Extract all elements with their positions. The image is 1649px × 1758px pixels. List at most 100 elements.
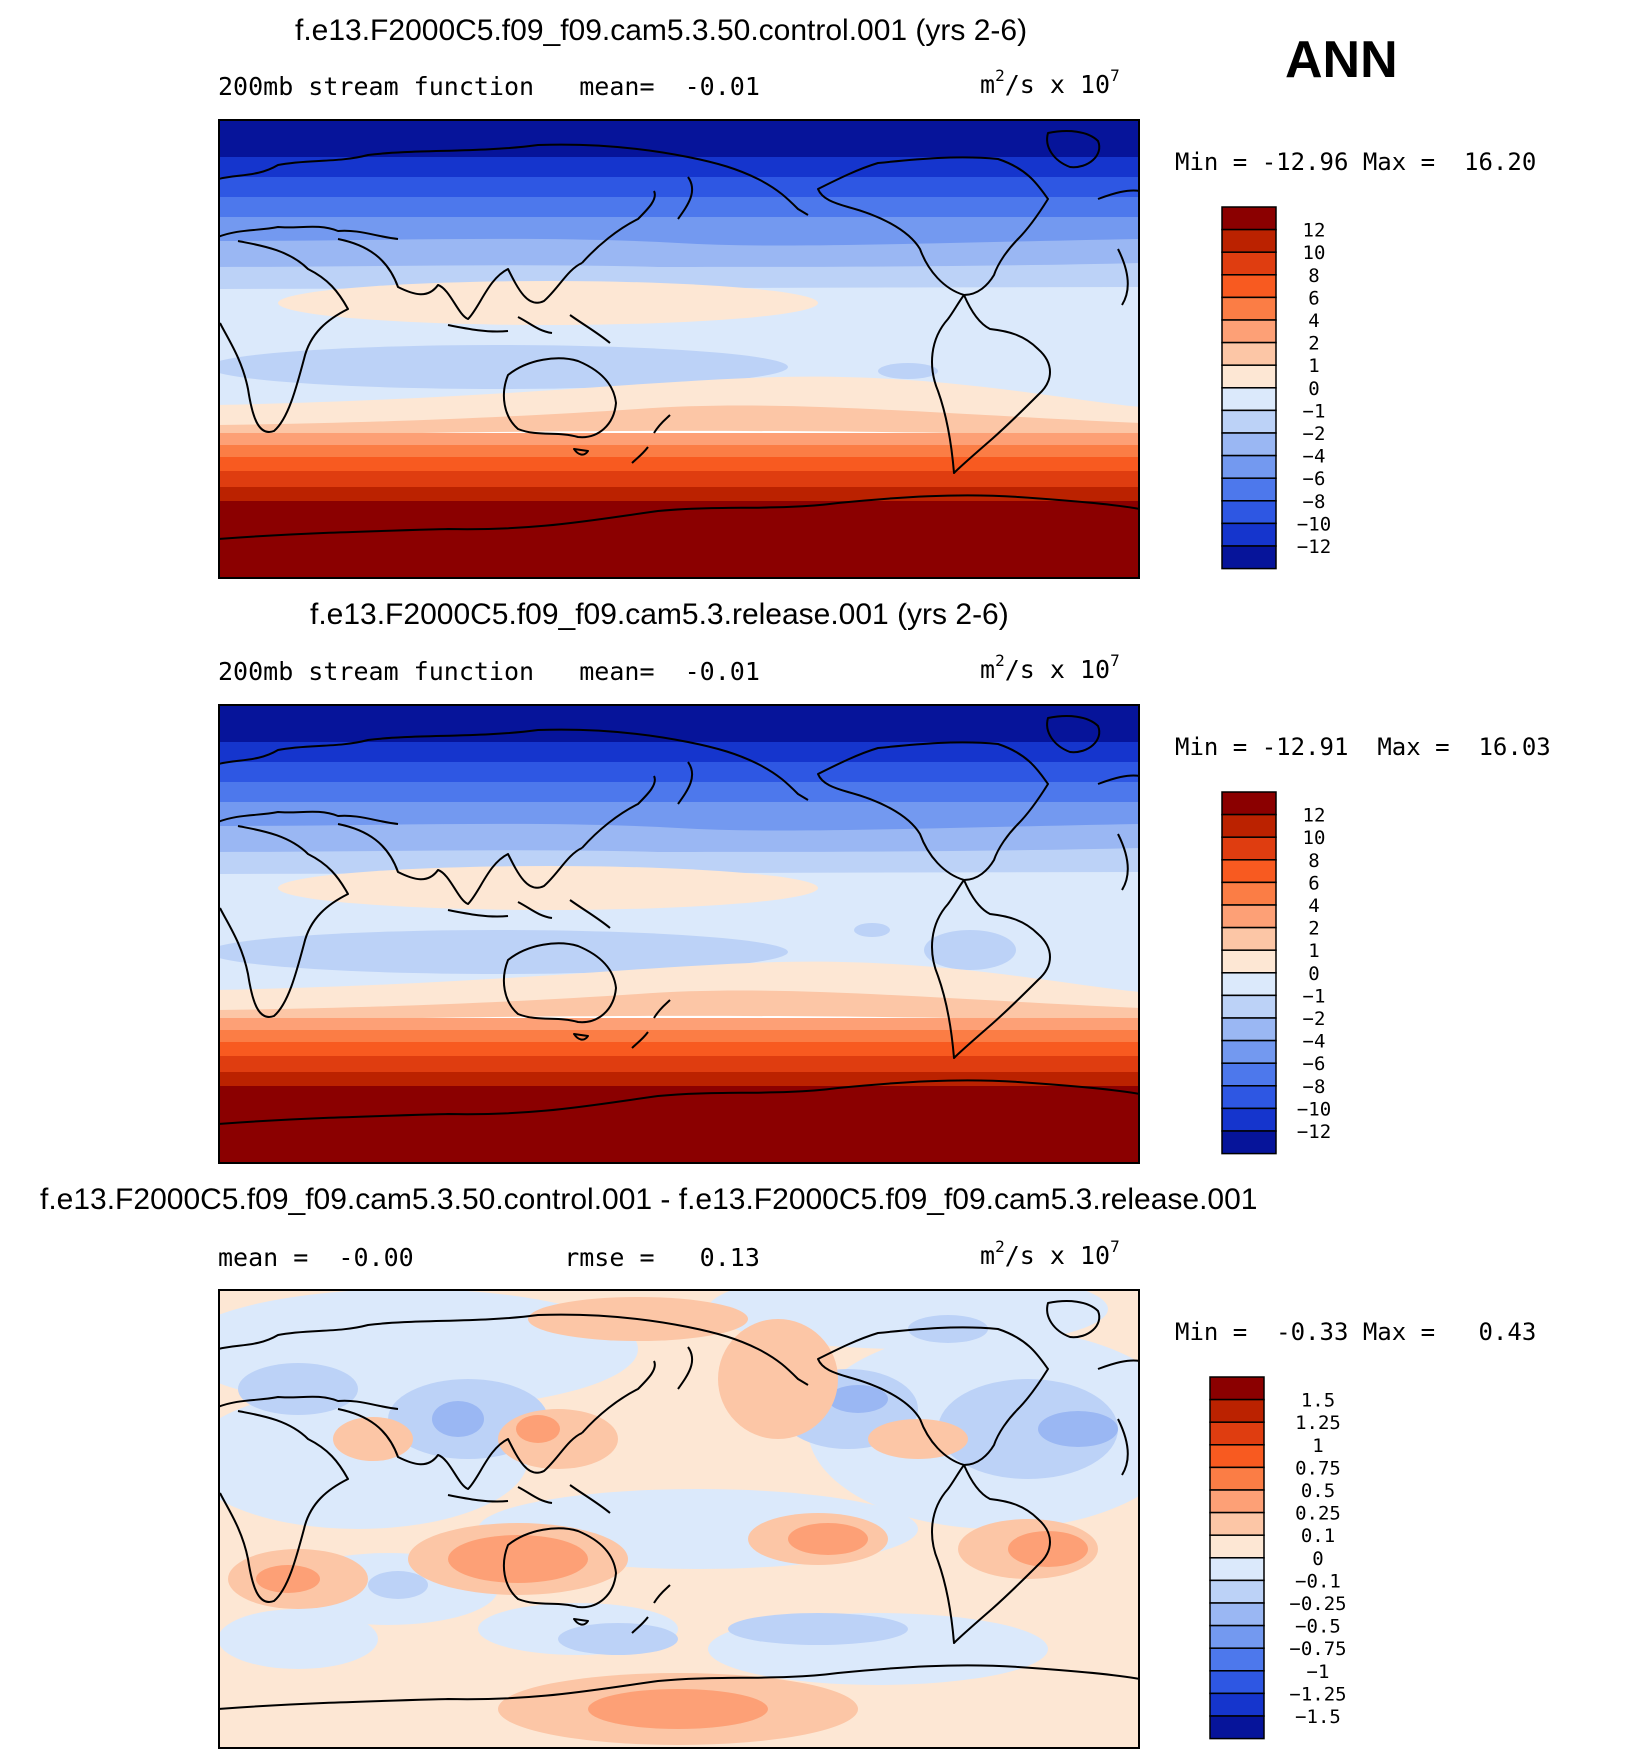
colorbar-tick-label: −2 <box>1303 1008 1326 1030</box>
tropical-negative <box>218 930 788 974</box>
band <box>218 961 1140 1012</box>
colorbar-box <box>1221 859 1277 884</box>
band <box>218 487 1140 503</box>
colorbar-tick-label: 0 <box>1308 963 1319 985</box>
colorbar-tick-label: −8 <box>1303 491 1326 513</box>
colorbar-box <box>1209 1579 1265 1604</box>
panel3-rmse-value: 0.13 <box>699 1243 760 1272</box>
colorbar-tick-label: 6 <box>1308 872 1319 894</box>
band <box>218 501 1140 579</box>
colorbar-box <box>1209 1602 1265 1627</box>
panel1-title: f.e13.F2000C5.f09_f09.cam5.3.50.control.… <box>295 14 1028 47</box>
band <box>218 762 1140 784</box>
positive-region <box>333 1417 413 1461</box>
colorbar-tick-label: 2 <box>1308 918 1319 940</box>
panel2-units: m2/s x 107 <box>980 651 1120 684</box>
colorbar-box <box>1221 1017 1277 1042</box>
panel2-variable-name: 200mb stream function <box>218 657 535 686</box>
panel1-map <box>218 119 1140 579</box>
colorbar-tick-label: 12 <box>1303 805 1326 827</box>
colorbar-tick-label: 0.25 <box>1295 1503 1341 1525</box>
coastlines <box>218 1300 1140 1710</box>
panel1-variable-name: 200mb stream function <box>218 72 535 101</box>
colorbar-tick-label: 1 <box>1312 1435 1323 1457</box>
negative-region <box>908 1315 988 1343</box>
positive-core <box>788 1523 868 1555</box>
colorbar-tick-label: 4 <box>1308 895 1319 917</box>
band <box>218 1018 1140 1032</box>
negative-core <box>1038 1411 1118 1447</box>
band <box>218 405 1140 437</box>
colorbar-box <box>1221 836 1277 861</box>
negative-region <box>238 1363 358 1415</box>
colorbar-box <box>1221 454 1277 479</box>
colorbar-box <box>1209 1376 1265 1401</box>
positive-core <box>448 1535 588 1583</box>
negative-core <box>432 1401 484 1437</box>
colorbar-tick-label: −1 <box>1307 1661 1330 1683</box>
coastlines <box>218 715 1140 1125</box>
colorbar-box <box>1221 500 1277 525</box>
colorbar-tick-label: −1 <box>1303 400 1326 422</box>
tropical-positive <box>278 866 818 910</box>
colorbar-box <box>1209 1444 1265 1469</box>
colorbar-box <box>1221 545 1277 570</box>
map-frame <box>218 119 1140 579</box>
colorbar-tick-label: 0.75 <box>1295 1457 1341 1479</box>
positive-region <box>718 1319 838 1439</box>
negative-region <box>728 1613 908 1645</box>
negative-core <box>828 1385 888 1413</box>
panel3-title: f.e13.F2000C5.f09_f09.cam5.3.50.control.… <box>40 1183 1258 1216</box>
colorbar-tick-label: −12 <box>1297 1121 1331 1143</box>
colorbar-box <box>1221 1039 1277 1064</box>
colorbar-box <box>1221 296 1277 321</box>
band <box>218 1072 1140 1088</box>
band <box>218 742 1140 764</box>
colorbar-tick-label: 8 <box>1308 850 1319 872</box>
colorbar-box <box>1209 1534 1265 1559</box>
colorbar-box <box>1221 972 1277 997</box>
negative-region <box>368 1571 428 1599</box>
colorbar-box <box>1209 1557 1265 1582</box>
colorbar-box <box>1209 1398 1265 1423</box>
colorbar-tick-label: −6 <box>1303 1053 1326 1075</box>
colorbar-box <box>1221 409 1277 434</box>
tropical-negative <box>878 363 938 379</box>
panel1-mean-label: mean= <box>579 72 655 101</box>
colorbar-tick-label: −10 <box>1297 513 1331 535</box>
band <box>218 433 1140 447</box>
colorbar-box <box>1221 319 1277 344</box>
panel2-title: f.e13.F2000C5.f09_f09.cam5.3.release.001… <box>310 598 1009 631</box>
colorbar-tick-label: 10 <box>1303 827 1326 849</box>
colorbar-box <box>1209 1466 1265 1491</box>
colorbar-box <box>1209 1624 1265 1649</box>
panel2-max-value: 16.03 <box>1478 733 1551 761</box>
colorbar-tick-label: −8 <box>1303 1076 1326 1098</box>
band <box>218 197 1140 219</box>
positive-core <box>588 1689 768 1729</box>
panel2-mean-value: -0.01 <box>684 657 760 686</box>
colorbar-tick-label: −0.25 <box>1289 1593 1346 1615</box>
map-frame <box>218 704 1140 1164</box>
coastlines <box>218 130 1140 540</box>
band <box>218 704 1140 744</box>
panel2-variable: 200mb stream function mean= -0.01 <box>218 657 760 686</box>
colorbar-tick-label: 4 <box>1308 310 1319 332</box>
panel3-max-value: 0.43 <box>1478 1318 1537 1346</box>
panel2-minmax: Min = -12.91 Max = 16.03 <box>1175 733 1551 761</box>
panel1-units: m2/s x 107 <box>980 66 1120 99</box>
colorbar-box <box>1209 1670 1265 1695</box>
band <box>218 1030 1140 1044</box>
negative-region <box>218 1609 378 1669</box>
colorbar-tick-label: −1 <box>1303 985 1326 1007</box>
negative-region <box>558 1623 678 1655</box>
colorbar-tick-label: 0 <box>1312 1548 1323 1570</box>
panel2-mean-label: mean= <box>579 657 655 686</box>
colorbar-box <box>1209 1421 1265 1446</box>
colorbar-box <box>1221 274 1277 299</box>
colorbar-tick-label: −4 <box>1303 1031 1326 1053</box>
band <box>218 782 1140 804</box>
colorbar-tick-label: 1 <box>1308 940 1319 962</box>
colorbar-box <box>1221 206 1277 231</box>
colorbar-box <box>1221 341 1277 366</box>
